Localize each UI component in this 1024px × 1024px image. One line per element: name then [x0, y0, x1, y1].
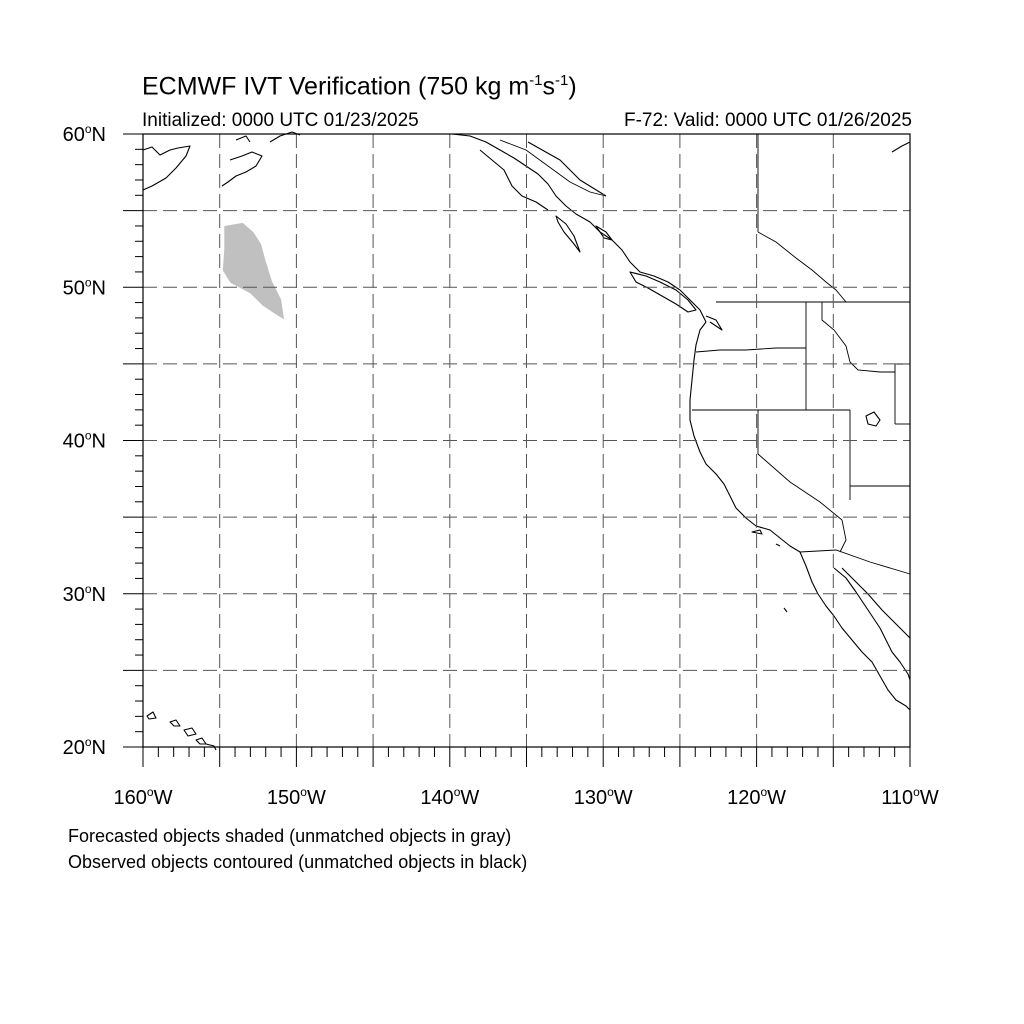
longitude-label: 150oW [267, 785, 326, 809]
longitude-label: 110oW [881, 785, 939, 809]
longitude-label: 140oW [420, 785, 479, 809]
political-borders [499, 134, 911, 575]
forecast-legend-note: Forecasted objects shaded (unmatched obj… [68, 826, 512, 846]
longitude-label: 120oW [727, 785, 786, 809]
unmatched-forecast-object [222, 222, 285, 320]
latitude-label: 20oN [63, 735, 106, 759]
latitude-label: 40oN [63, 429, 106, 453]
valid-time: F-72: Valid: 0000 UTC 01/26/2025 [624, 110, 912, 131]
latitude-label: 60oN [63, 122, 106, 146]
initialized-time: Initialized: 0000 UTC 01/23/2025 [142, 110, 419, 131]
coastlines [142, 131, 911, 751]
latitude-label: 50oN [63, 275, 106, 299]
latitude-label: 30oN [63, 582, 106, 606]
longitude-label: 160oW [114, 785, 173, 809]
chart-title: ECMWF IVT Verification (750 kg m-1s-1) [142, 72, 577, 101]
longitude-label: 130oW [574, 785, 633, 809]
observed-legend-note: Observed objects contoured (unmatched ob… [68, 852, 528, 872]
